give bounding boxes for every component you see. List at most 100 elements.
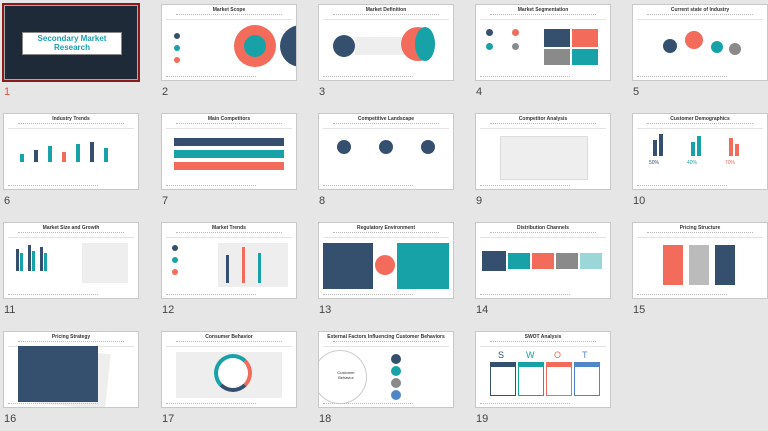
slide-title: Market Definition [365,7,407,13]
slide-preview[interactable]: External Factors Influencing Customer Be… [318,331,454,408]
slide-thumbnail-14[interactable]: Distribution Channels 14 [475,222,611,322]
slide-preview[interactable]: Pricing Strategy [3,331,139,408]
slide-footer [480,294,570,295]
slide-preview[interactable]: Market Scope [161,4,297,81]
percent-label: 50% [649,160,660,166]
slide-number: 8 [319,195,326,207]
slide-preview[interactable]: SWOT Analysis S W O T [475,331,611,408]
slide-preview[interactable]: Secondary Market Research [2,3,140,82]
slide-preview[interactable]: Competitor Analysis [475,113,611,190]
slide-thumbnail-9[interactable]: Competitor Analysis 9 [475,113,611,213]
slide-number: 11 [4,304,16,316]
slide-shape [18,346,98,402]
slide-shape [421,140,435,154]
slide-shape [518,362,544,396]
slide-shape [685,31,703,49]
slide-thumbnail-17[interactable]: Consumer Behavior 17 [161,331,297,431]
slide-number: 3 [319,86,326,98]
slide-thumbnail-10[interactable]: Customer Demographics 50% 40% 70% 10 [632,113,768,213]
slide-thumbnail-4[interactable]: Market Segmentation 4 [475,4,611,104]
slide-shape [735,144,739,156]
slide-shape [218,243,288,287]
slide-shape [244,35,266,57]
slide-description [490,341,596,344]
slide-thumbnail-2[interactable]: Market Scope 2 [161,4,297,104]
slide-thumbnail-16[interactable]: Pricing Strategy 16 [3,331,139,431]
slide-shape [689,245,709,285]
slide-shape [214,354,252,392]
slide-number: 12 [162,304,175,316]
divider [480,346,606,347]
slide-thumbnail-7[interactable]: Main Competitors 7 [161,113,297,213]
slide-thumbnail-8[interactable]: Competitive Landscape 8 [318,113,454,213]
slide-thumbnail-5[interactable]: Current state of Industry 5 [632,4,768,104]
slide-title: Competitor Analysis [518,116,568,122]
slide-preview[interactable]: Customer Demographics 50% 40% 70% [632,113,768,190]
slide-number: 10 [633,195,646,207]
divider [480,19,606,20]
slide-footer [8,294,98,295]
slide-shape [48,146,52,162]
slide-shape [544,29,570,47]
slide-shape [62,152,66,162]
slide-preview[interactable]: Pricing Structure [632,222,768,299]
slide-title: Main Competitors [207,116,251,122]
slide-preview[interactable]: Market Size and Growth [3,222,139,299]
divider [637,19,763,20]
slide-preview[interactable]: Consumer Behavior [161,331,297,408]
slide-preview[interactable]: Main Competitors [161,113,297,190]
slide-preview[interactable]: Current state of Industry [632,4,768,81]
slide-shape [379,140,393,154]
slide-shape [397,243,449,289]
slide-shape [20,253,23,271]
slide-thumbnail-3[interactable]: Market Definition 3 [318,4,454,104]
slide-footer [323,403,413,404]
slide-footer [8,403,98,404]
slide-shape [659,134,663,156]
slide-shape [572,29,598,47]
divider [323,237,449,238]
slide-shape [44,253,47,271]
divider [480,128,606,129]
slide-thumbnail-15[interactable]: Pricing Structure 15 [632,222,768,322]
percent-label: 40% [687,160,698,166]
slide-description [333,14,439,17]
slide-preview[interactable]: Distribution Channels [475,222,611,299]
slide-thumbnail-19[interactable]: SWOT Analysis S W O T 19 [475,331,611,431]
slide-description [176,123,282,126]
slide-description [18,341,124,344]
slide-shape [172,257,178,263]
slide-description [490,14,596,17]
slide-thumbnail-18[interactable]: External Factors Influencing Customer Be… [318,331,454,431]
slide-shape [482,251,506,271]
slide-title: Distribution Channels [517,225,569,231]
slide-description [647,232,753,235]
slide-thumbnail-13[interactable]: Regulatory Environment 13 [318,222,454,322]
slide-preview[interactable]: Market Definition [318,4,454,81]
slide-thumbnail-11[interactable]: Market Size and Growth 11 [3,222,139,322]
slide-description [333,232,439,235]
slide-description [18,232,124,235]
slide-title: Current state of Industry [670,7,730,13]
slide-title: Secondary Market Research [22,32,122,55]
slide-preview[interactable]: Industry Trends [3,113,139,190]
slide-shape [486,29,493,36]
slide-preview[interactable]: Market Trends [161,222,297,299]
slide-preview[interactable]: Competitive Landscape [318,113,454,190]
divider [8,128,134,129]
slide-shape [729,43,741,55]
slide-shape [580,253,602,269]
slide-shape [34,150,38,162]
slide-footer [323,294,413,295]
slide-preview[interactable]: Regulatory Environment [318,222,454,299]
slide-shape [104,148,108,162]
slide-shape [391,354,401,364]
slide-footer [8,185,98,186]
slide-thumbnail-12[interactable]: Market Trends 12 [161,222,297,322]
slide-thumbnail-1[interactable]: Secondary Market Research 1 [2,3,140,104]
slide-title: Industry Trends [52,116,90,122]
slide-shape [486,43,493,50]
slide-preview[interactable]: Market Segmentation [475,4,611,81]
slide-thumbnail-6[interactable]: Industry Trends 6 [3,113,139,213]
slide-shape [333,35,355,57]
